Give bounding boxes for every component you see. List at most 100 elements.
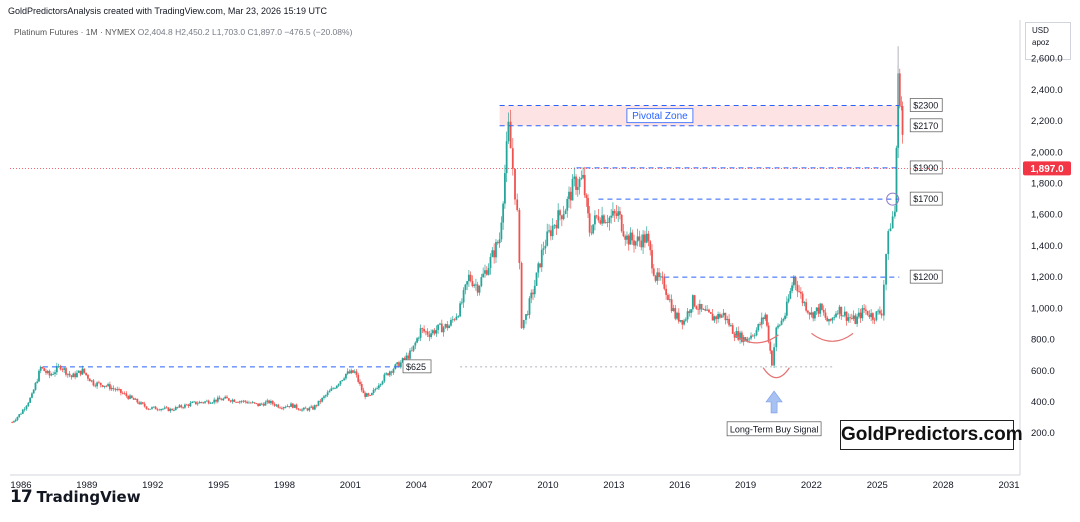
candle-body [262,404,265,406]
candle-body [824,312,827,318]
candle-body [859,312,862,319]
candle-body [321,397,324,402]
candle-body [843,311,846,316]
candle-body [587,197,589,214]
candle-body [158,409,161,411]
candle-body [88,378,91,382]
candle-body [63,368,66,370]
candle-body [205,400,208,402]
candle-body [613,210,616,214]
candle-body [282,407,285,409]
candle-body [833,316,836,318]
candle-body [446,324,449,329]
candle-body [277,404,280,408]
candle-body [286,406,289,407]
current-price-label: 1,897.0 [1030,164,1064,175]
candle-body [147,408,150,410]
candle-body [670,299,673,312]
candle-body [52,374,55,375]
candle-body [112,387,115,389]
buy-signal-label-box [726,421,822,437]
candle-body [110,387,113,390]
candle-body [467,274,470,282]
candle-body [791,285,793,291]
low-value: L1,703.0 [212,27,246,37]
level-label: $1200 [913,272,938,282]
candle-body [249,402,252,404]
candle-body [578,179,581,187]
candle-body [546,231,549,246]
candle-body [143,403,146,407]
candle-body [480,277,483,287]
candle-body [185,404,188,406]
candle-body [817,307,820,314]
candle-body [417,337,420,339]
candle-body [571,178,574,201]
candle-body [838,306,841,314]
candle-body [392,369,395,373]
candle-body [360,384,363,391]
candle-body [821,303,823,310]
candle-body [355,371,358,375]
candle-body [440,323,443,333]
candle-body [608,217,611,223]
candle-body [560,215,563,220]
candle-body [121,392,124,394]
candle-body [32,389,35,394]
candle-body [828,319,830,322]
candle-body [740,332,743,342]
candle-body [686,311,689,320]
candle-body [539,263,541,268]
candle-body [562,214,565,220]
candle-body [720,315,723,318]
candle-body [246,401,249,404]
candle-body [775,327,778,348]
candle-body [253,402,256,404]
candle-body [698,303,701,310]
candle-body [498,239,501,244]
currency-selector[interactable]: USD apoz [1025,22,1071,60]
tradingview-logo[interactable]: 17 TradingView [10,487,141,507]
candle-body [597,216,600,221]
candle-body [631,232,634,241]
candle-body [764,314,767,320]
candle-body [90,380,93,382]
candle-body [426,331,429,335]
candle-body [398,362,400,368]
candle-body [810,312,813,315]
candle-body [61,369,64,371]
candle-body [873,319,876,321]
candle-body [505,141,508,174]
candle-body [708,309,710,313]
candle-body [557,210,560,229]
candle-body [209,403,212,404]
candle-body [134,398,137,400]
candle-body [11,422,14,424]
candle-body [85,372,88,375]
candle-body [473,284,476,287]
level-label: $1700 [913,194,938,204]
candle-body [308,407,311,411]
candle-body [704,309,707,311]
candle-body [835,313,837,317]
candle-body [255,403,258,404]
candle-body [72,373,75,378]
candle-body [532,292,534,295]
candle-body [293,404,296,408]
candle-body [238,401,241,403]
candle-body [592,224,595,234]
candle-body [288,406,291,407]
candle-body [335,385,338,389]
candle-body [48,370,51,376]
candle-body [129,395,131,399]
candle-body [301,409,303,411]
y-tick-label: 1,200.0 [1031,272,1063,283]
candle-body [123,393,126,395]
candle-body [496,242,499,244]
candle-body [284,406,287,408]
candle-body [620,214,623,232]
candle-body [672,308,675,312]
candle-body [160,409,163,411]
candle-body [16,416,19,420]
